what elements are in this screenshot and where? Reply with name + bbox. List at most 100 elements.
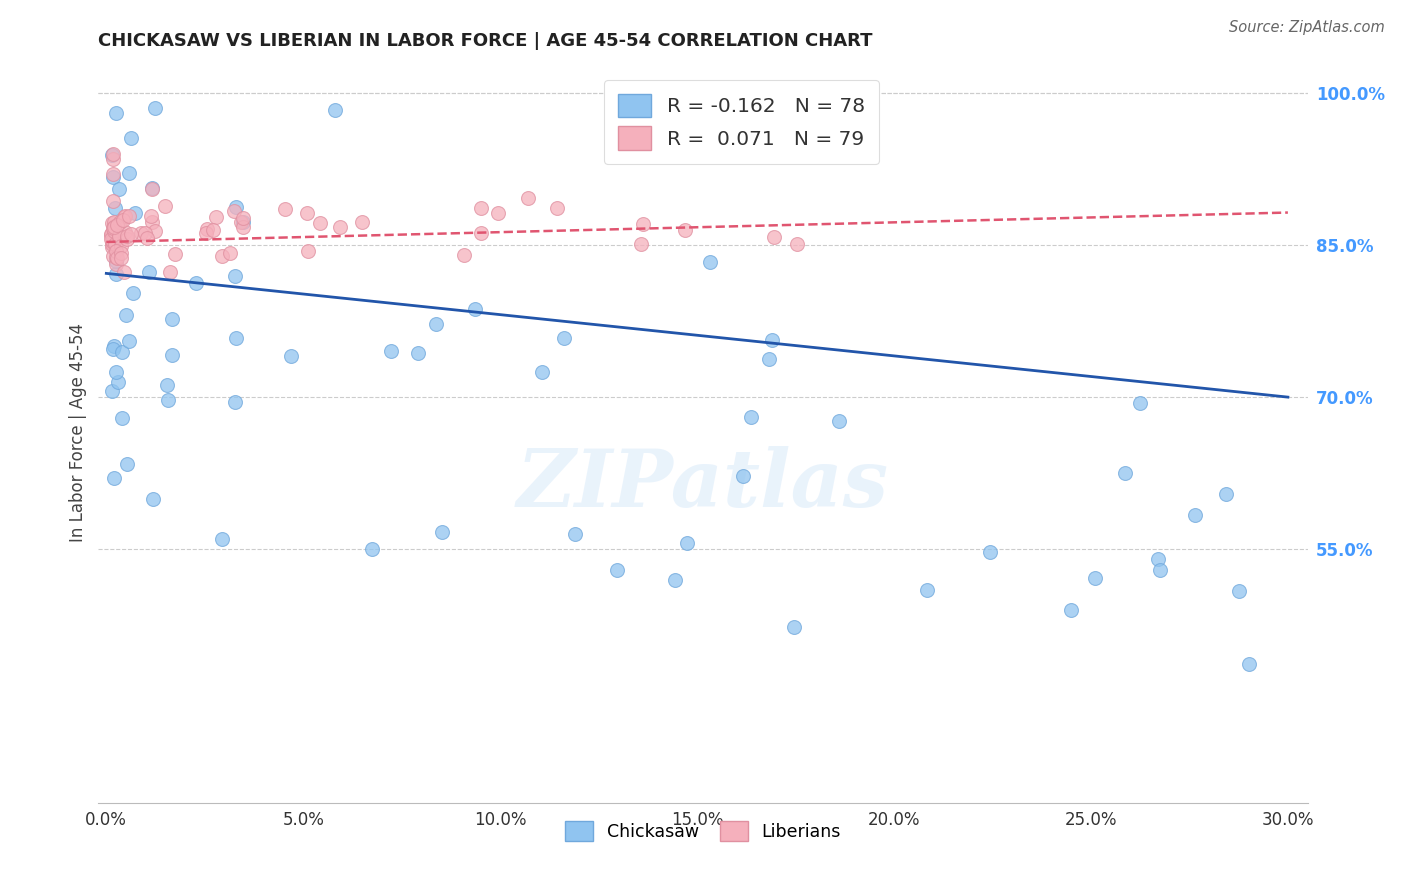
Point xyxy=(232,211,254,225)
Point xyxy=(103,236,125,251)
Point xyxy=(141,181,163,195)
Point xyxy=(111,344,134,359)
Point xyxy=(546,202,568,216)
Point xyxy=(136,230,159,244)
Point xyxy=(224,268,246,283)
Point xyxy=(103,219,125,233)
Point xyxy=(1215,486,1237,500)
Point xyxy=(112,210,135,224)
Point xyxy=(138,265,160,279)
Point xyxy=(114,225,136,239)
Point xyxy=(232,219,254,234)
Point xyxy=(1227,583,1250,598)
Point xyxy=(100,227,122,242)
Point xyxy=(201,223,224,237)
Point xyxy=(224,395,246,409)
Point xyxy=(782,620,804,634)
Point xyxy=(361,542,384,557)
Point xyxy=(464,301,486,316)
Point xyxy=(115,308,138,322)
Point xyxy=(156,393,179,408)
Point xyxy=(763,230,786,244)
Point xyxy=(1060,603,1083,617)
Point xyxy=(224,204,246,219)
Text: CHICKASAW VS LIBERIAN IN LABOR FORCE | AGE 45-54 CORRELATION CHART: CHICKASAW VS LIBERIAN IN LABOR FORCE | A… xyxy=(98,32,873,50)
Point xyxy=(352,215,374,229)
Point xyxy=(103,201,125,215)
Point xyxy=(117,166,139,180)
Point xyxy=(160,349,183,363)
Point xyxy=(101,384,124,399)
Point xyxy=(470,202,492,216)
Point xyxy=(406,345,429,359)
Point xyxy=(329,220,352,235)
Point xyxy=(676,536,699,550)
Point xyxy=(631,217,654,231)
Point xyxy=(205,211,228,225)
Point xyxy=(103,249,125,263)
Point xyxy=(430,525,453,540)
Point xyxy=(101,225,124,239)
Point xyxy=(1129,396,1152,410)
Point xyxy=(115,231,138,245)
Point xyxy=(380,343,402,358)
Point xyxy=(470,226,492,240)
Point xyxy=(110,410,132,425)
Point xyxy=(915,582,938,597)
Point xyxy=(139,209,162,223)
Point xyxy=(731,469,754,483)
Point xyxy=(141,215,163,229)
Point xyxy=(108,230,131,244)
Point xyxy=(828,414,851,428)
Point xyxy=(103,221,125,235)
Point xyxy=(101,226,124,240)
Point xyxy=(231,215,253,229)
Point xyxy=(1184,508,1206,522)
Point xyxy=(108,215,131,229)
Point xyxy=(1237,657,1260,672)
Point xyxy=(103,194,125,208)
Point xyxy=(101,234,124,248)
Point xyxy=(111,212,134,227)
Point xyxy=(117,334,139,348)
Point xyxy=(104,257,127,271)
Point xyxy=(165,247,187,261)
Point xyxy=(104,250,127,264)
Text: ZIPatlas: ZIPatlas xyxy=(517,446,889,524)
Point xyxy=(124,206,146,220)
Point xyxy=(143,101,166,115)
Point xyxy=(103,146,125,161)
Point xyxy=(1146,552,1168,566)
Point xyxy=(564,527,586,541)
Point xyxy=(100,227,122,241)
Point xyxy=(453,248,475,262)
Point xyxy=(100,232,122,246)
Point xyxy=(101,169,124,184)
Point xyxy=(323,103,346,118)
Point xyxy=(101,167,124,181)
Point xyxy=(184,276,207,290)
Point xyxy=(517,191,540,205)
Point xyxy=(134,226,156,240)
Point xyxy=(675,223,697,237)
Point xyxy=(664,573,686,587)
Point xyxy=(121,286,143,301)
Point xyxy=(101,216,124,230)
Point xyxy=(107,375,129,389)
Point xyxy=(104,366,127,380)
Point xyxy=(194,227,217,241)
Point xyxy=(606,562,628,576)
Point xyxy=(142,491,165,506)
Point xyxy=(120,227,142,242)
Point xyxy=(758,351,780,366)
Point xyxy=(553,331,575,345)
Point xyxy=(159,265,181,279)
Point xyxy=(108,182,131,196)
Point xyxy=(101,152,124,166)
Point xyxy=(101,240,124,254)
Point xyxy=(699,255,721,269)
Point xyxy=(531,365,554,379)
Point xyxy=(740,410,762,425)
Point xyxy=(1084,571,1107,585)
Point xyxy=(103,339,125,353)
